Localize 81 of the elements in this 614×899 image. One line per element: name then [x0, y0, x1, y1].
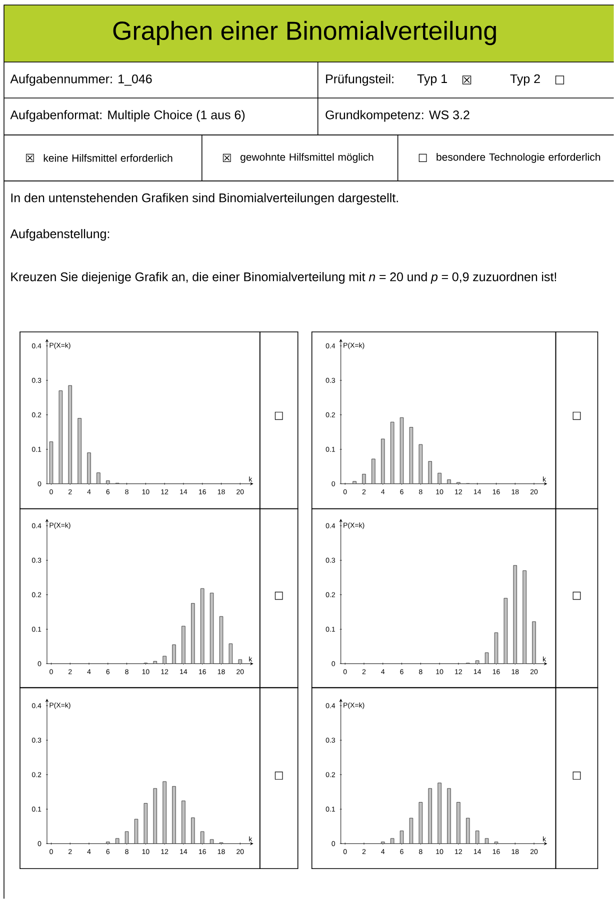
text: In den untenstehenden Grafiken sind Binomialverteilungen dargestellt. — [11, 193, 398, 205]
bar — [494, 632, 498, 664]
bar — [418, 444, 423, 484]
bar — [58, 390, 63, 484]
text: Typ 1 — [417, 74, 447, 86]
bar — [210, 592, 214, 664]
bar — [484, 838, 489, 844]
text: ☐ — [572, 412, 581, 420]
bar — [96, 472, 100, 484]
bar — [438, 472, 442, 484]
bar — [475, 830, 480, 844]
text: ☒ — [222, 154, 231, 162]
text: ☒ — [26, 154, 34, 162]
bar — [428, 461, 432, 484]
bar — [162, 781, 166, 844]
text: Aufgabenformat: Multiple Choice (1 aus 6) — [10, 110, 245, 122]
bar — [484, 652, 489, 664]
bar — [210, 839, 214, 844]
bar — [134, 818, 138, 844]
text: ☐ — [274, 772, 283, 780]
bar — [352, 481, 356, 484]
bar — [78, 418, 82, 484]
text: ☐ — [572, 772, 581, 780]
bar — [106, 480, 110, 484]
bar — [456, 802, 460, 844]
bar — [238, 659, 242, 664]
bar — [390, 838, 394, 844]
bar — [228, 643, 233, 664]
text: Kreuzen Sie diejenige Grafik an, die einer Binomialverteilung mit n = 20 und p = 0,9 zuzuordnen ist! — [11, 272, 556, 284]
bar — [172, 786, 176, 844]
bar — [190, 818, 195, 844]
text: ☐ — [274, 592, 283, 600]
text: ☐ — [572, 592, 581, 600]
bar — [400, 417, 404, 484]
text: besondere Technologie erforderlich — [436, 153, 600, 163]
bar — [115, 838, 120, 844]
text: Prüfungsteil: — [326, 74, 394, 86]
bar — [200, 588, 204, 664]
bar — [153, 788, 157, 844]
text: Typ 2 — [510, 74, 540, 86]
bar — [447, 479, 451, 484]
bar — [418, 802, 423, 844]
text: ☐ — [274, 412, 283, 420]
bar — [438, 782, 442, 844]
text: Aufgabennummer: 1_046 — [10, 74, 152, 86]
bar — [68, 385, 72, 484]
bar — [200, 831, 204, 844]
bar — [172, 644, 176, 664]
text: ☒ — [462, 76, 472, 84]
bar — [466, 818, 470, 844]
text: ☐ — [555, 76, 564, 84]
bar — [380, 438, 385, 484]
text: Aufgabenstellung: — [10, 229, 110, 241]
bar — [182, 626, 186, 664]
bar — [124, 831, 129, 844]
bar — [49, 441, 54, 484]
bar — [409, 818, 414, 844]
bar — [153, 661, 157, 664]
bar — [522, 570, 526, 664]
bar — [144, 803, 148, 844]
text: ☐ — [418, 154, 427, 162]
text: Graphen einer Binomialverteilung — [113, 20, 496, 46]
text: gewohnte Hilfsmittel möglich — [240, 153, 374, 163]
bar — [532, 621, 536, 664]
bar — [219, 616, 224, 664]
bar — [190, 603, 195, 664]
bar — [362, 474, 366, 484]
bar — [475, 660, 480, 664]
bar — [87, 452, 91, 484]
bar — [390, 422, 394, 484]
bar — [400, 830, 404, 844]
bar — [371, 458, 376, 484]
text: Grundkompetenz: WS 3.2 — [326, 110, 470, 122]
bar — [447, 788, 451, 844]
bar — [409, 426, 414, 484]
bar — [162, 656, 166, 664]
bar — [182, 800, 186, 844]
bar — [513, 565, 517, 664]
bar — [504, 598, 508, 664]
text: keine Hilfsmittel erforderlich — [44, 154, 172, 162]
bar — [428, 788, 432, 844]
